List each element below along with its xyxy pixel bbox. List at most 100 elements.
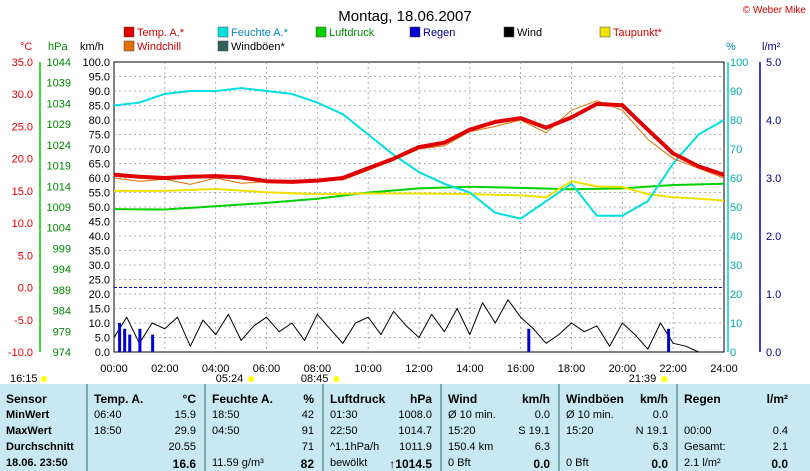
humidity-tick: 60 — [730, 173, 742, 185]
temp-tick: 20.0 — [12, 154, 33, 166]
rain-tick: 2.0 — [766, 231, 781, 243]
humidity-tick: 10 — [730, 318, 742, 330]
legend-swatch — [315, 26, 327, 38]
humidity-tick: 50 — [730, 202, 742, 214]
regen-row-value: 0.4 — [772, 425, 788, 437]
luftdruck-row-value: 1011.9 — [399, 441, 432, 453]
feuchte-row-label: 11.59 g/m³ — [212, 457, 264, 469]
pressure-axis-unit: hPa — [48, 41, 68, 53]
x-tick: 18:00 — [558, 363, 586, 375]
feuchte-row-value: 91 — [301, 425, 314, 437]
pressure-tick: 1004 — [47, 223, 71, 235]
wind-tick: 45.0 — [89, 217, 110, 229]
wind-row-value: 6.3 — [534, 441, 550, 453]
temp-tick: 35.0 — [12, 57, 33, 69]
legend-swatch — [599, 26, 611, 38]
sensor-row-min: MinWert — [6, 409, 50, 421]
wind-tick: 25.0 — [89, 275, 110, 287]
pressure-tick: 974 — [53, 347, 71, 359]
windboeen-row-label: 0 Bft — [566, 457, 589, 469]
temp-axis-unit: °C — [20, 41, 32, 53]
series-taupunkt-line — [114, 180, 725, 202]
pressure-tick: 984 — [53, 306, 71, 318]
temp-tick: 10.0 — [12, 218, 33, 230]
regen-row-value: 2.1 — [772, 441, 788, 453]
stats-feuchte-section: Feuchte A.% 18:50 42 04:50 91 71 11.59 g/m³ 82 — [206, 384, 324, 471]
x-tick: 02:00 — [151, 363, 179, 375]
legend-swatch — [409, 26, 421, 38]
stats-wind-section: Wind km/h Ø 10 min. 0.0 15:20 S 19.1 150.4 km 6… — [442, 384, 560, 471]
feuchte-row-label: 04:50 — [212, 425, 240, 437]
wind-row-label: 150.4 km — [448, 441, 494, 453]
pressure-tick: 999 — [53, 243, 71, 255]
temp-tick: 15.0 — [12, 186, 33, 198]
wind-tick: 85.0 — [89, 101, 110, 113]
wind-tick: 55.0 — [89, 188, 110, 200]
regen-unit: l/m² — [766, 392, 788, 406]
humidity-tick: 90 — [730, 86, 742, 98]
sensor-row-max: MaxWert — [6, 425, 52, 437]
wind-tick: 40.0 — [89, 231, 110, 243]
temp-tick: -10.0 — [8, 347, 33, 359]
x-tick: 16:00 — [507, 363, 535, 375]
x-tick: 00:00 — [100, 363, 128, 375]
pressure-tick: 989 — [53, 285, 71, 297]
wind-tick: 100.0 — [82, 57, 110, 69]
pressure-tick: 1044 — [47, 57, 71, 69]
wind-row-label: 15:20 — [448, 425, 476, 437]
rain-tick: 4.0 — [766, 115, 781, 127]
rain-bar — [128, 334, 132, 352]
windboeen-unit: km/h — [639, 392, 668, 406]
sun-event-label: 21:39 — [629, 373, 657, 384]
wind-row-label: 0 Bft — [448, 457, 471, 469]
humidity-tick: 20 — [730, 289, 742, 301]
sun-marker — [661, 376, 668, 382]
sun-event-label: 08:45 — [301, 373, 329, 384]
luftdruck-row-value: 1008.0 — [398, 409, 432, 421]
temp-tick: 0.0 — [18, 283, 33, 295]
stats-regen-section: Regen l/m² 00:00 0.4 Gesamt: 2.1 2.1 l/m² 0.0 — [678, 384, 796, 471]
luftdruck-row-label: ^1.1hPa/h — [330, 441, 380, 453]
legend-swatch — [503, 26, 515, 38]
temp-tick: -5.0 — [14, 315, 33, 327]
legend-label: Luftdruck — [329, 27, 375, 39]
chart-title: Montag, 18.06.2007 — [338, 8, 471, 25]
series-tempa-line — [113, 101, 725, 184]
wind-header: Wind — [448, 392, 478, 406]
temp-unit: °C — [182, 392, 196, 406]
rain-bar — [118, 323, 122, 352]
temp-row-label: 18:50 — [94, 425, 122, 437]
wind-tick: 10.0 — [89, 318, 110, 330]
luftdruck-header: Luftdruck — [330, 392, 386, 406]
windboeen-row-label: 15:20 — [566, 425, 594, 437]
stats-temp-section: Temp. A. °C 06:40 15.9 18:50 29.9 20.55 16.6 — [88, 384, 206, 471]
wind-tick: 50.0 — [89, 202, 110, 214]
sensor-row-current: 18.06. 23:50 — [6, 457, 68, 469]
legend-label: Windböen* — [231, 41, 286, 53]
wind-unit: km/h — [521, 392, 550, 406]
regen-row-value: 0.0 — [771, 457, 788, 471]
legend-swatch — [217, 40, 229, 52]
pressure-tick: 1029 — [47, 119, 71, 131]
wind-tick: 95.0 — [89, 72, 110, 84]
sensor-row-avg: Durchschnitt — [6, 441, 74, 453]
luftdruck-row-value: ↑1014.5 — [389, 457, 432, 471]
legend-swatch — [217, 26, 229, 38]
pressure-tick: 1019 — [47, 161, 71, 173]
stats-windboeen-section: Windböen km/h Ø 10 min. 0.0 15:20 N 19.1 6.3 0 … — [560, 384, 678, 471]
sun-event-label: 05:24 — [216, 373, 244, 384]
temp-row-value: 16.6 — [172, 457, 196, 471]
rain-axis-unit: l/m² — [762, 41, 781, 53]
legend-label: Taupunkt* — [613, 27, 663, 39]
windboeen-header: Windböen — [566, 392, 624, 406]
humidity-tick: 0 — [730, 347, 736, 359]
windboeen-row-value: N 19.1 — [635, 425, 668, 437]
legend-label: Temp. A.* — [137, 27, 185, 39]
x-tick: 04:00 — [202, 363, 230, 375]
wind-row-label: Ø 10 min. — [448, 409, 496, 421]
luftdruck-row-label: 22:50 — [330, 425, 358, 437]
rain-bar — [527, 328, 531, 352]
legend-label: Regen — [423, 27, 455, 39]
x-tick: 14:00 — [456, 363, 484, 375]
temp-row-label: 06:40 — [94, 409, 122, 421]
